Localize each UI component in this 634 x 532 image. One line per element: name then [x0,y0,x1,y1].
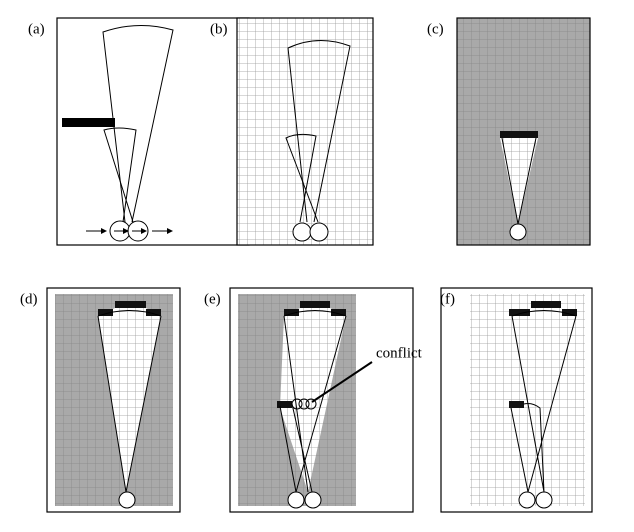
obstacle [62,118,115,127]
panel-f: (f) [440,287,593,513]
beam [103,127,137,223]
annotation: conflict [376,345,423,361]
free-cells [500,138,538,224]
frame [56,17,250,246]
panel-c: (c) [427,17,591,246]
panel-label: (d) [20,291,38,307]
beam [285,133,319,223]
panel-label: (a) [28,21,45,37]
panel-a: (a) [28,17,250,246]
grid [500,294,585,506]
panel-d: (d) [20,287,181,513]
panel-label: (e) [204,291,221,307]
occupied-cells [500,131,538,138]
beam [102,24,174,223]
panel-label: (b) [210,21,228,37]
panel-b: (b) [210,17,374,246]
panel-label: (f) [440,291,455,307]
beam [287,39,351,223]
panel-label: (c) [427,21,444,37]
grid [236,17,374,246]
panel-e: (e) conflict [204,287,423,513]
